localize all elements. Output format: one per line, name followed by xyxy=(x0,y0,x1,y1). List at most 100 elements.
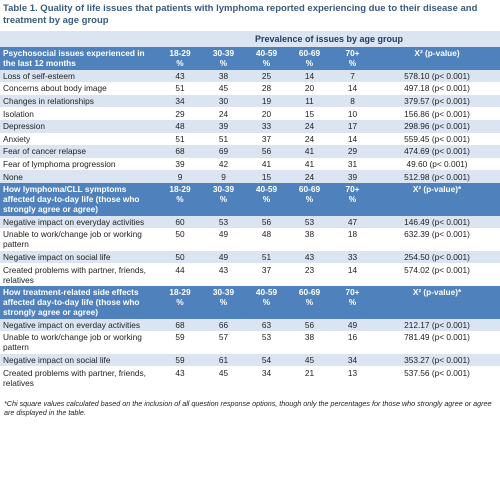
cell-value: 49 xyxy=(202,250,245,264)
column-header-line: 18-29 xyxy=(169,184,191,195)
column-header-line: 70+ xyxy=(345,48,360,59)
row-label: Negative impact on everyday activities xyxy=(0,215,158,229)
column-header-line: 70+ xyxy=(345,184,360,195)
cell-value: 25 xyxy=(245,69,288,83)
column-header-line: % xyxy=(262,297,271,308)
column-header-line: % xyxy=(305,58,314,69)
chi-value: 254.50 (p< 0.001) xyxy=(374,250,500,264)
cell-value: 33 xyxy=(245,119,288,133)
data-row: Negative impact on social life 59 61 54 45 34… xyxy=(0,353,500,367)
row-label: Changes in relationships xyxy=(0,94,158,108)
column-header-line: % xyxy=(219,194,228,205)
row-label: Negative impact on social life xyxy=(0,250,158,264)
cell-value: 49 xyxy=(331,318,374,332)
chi-value: 574.02 (p< 0.001) xyxy=(374,263,500,286)
cell-value: 14 xyxy=(288,69,331,83)
row-label: Created problems with partner, friends, … xyxy=(0,366,158,389)
row-label: Negative impact on everday activities xyxy=(0,318,158,332)
chi-value: 537.56 (p< 0.001) xyxy=(374,366,500,389)
section-label: How lymphoma/CLL symptoms affected day-t… xyxy=(0,182,158,216)
data-row: Isolation 29 24 20 15 10 156.86 (p< 0.001) xyxy=(0,107,500,120)
column-header-line: 18-29 xyxy=(169,287,191,298)
column-header-line: % xyxy=(176,297,184,308)
cell-value: 24 xyxy=(288,132,331,146)
table-title: Table 1. Quality of life issues that pat… xyxy=(3,3,478,26)
chi-value: 353.27 (p< 0.001) xyxy=(374,353,500,367)
cell-value: 18 xyxy=(331,228,374,251)
cell-value: 59 xyxy=(158,331,202,354)
chi-value: 298.96 (p< 0.001) xyxy=(374,119,500,133)
cell-value: 50 xyxy=(158,250,202,264)
row-label: Depression xyxy=(0,119,158,133)
chi-value: 497.18 (p< 0.001) xyxy=(374,82,500,95)
chi-header: X² (p-value)* xyxy=(374,285,500,319)
chi-value: 474.69 (p< 0.001) xyxy=(374,145,500,158)
chi-value: 781.49 (p< 0.001) xyxy=(374,331,500,354)
chi-value: 146.49 (p< 0.001) xyxy=(374,215,500,229)
column-header-line: % xyxy=(262,58,271,69)
cell-value: 31 xyxy=(331,157,374,171)
column-header: 60-69% xyxy=(288,182,331,216)
cell-value: 20 xyxy=(245,107,288,120)
column-header-line: 30-39 xyxy=(212,287,235,298)
cell-value: 68 xyxy=(158,318,202,332)
cell-value: 29 xyxy=(331,145,374,158)
cell-value: 43 xyxy=(158,69,202,83)
group-header-row: Prevalence of issues by age group xyxy=(0,31,500,47)
cell-value: 14 xyxy=(331,263,374,286)
column-header-line: % xyxy=(348,58,357,69)
cell-value: 38 xyxy=(202,69,245,83)
cell-value: 14 xyxy=(331,82,374,95)
column-header: 18-29% xyxy=(158,285,202,319)
chi-header: X² (p-value)* xyxy=(374,182,500,216)
cell-value: 51 xyxy=(158,132,202,146)
column-header-line: 60-69 xyxy=(298,184,321,195)
cell-value: 41 xyxy=(245,157,288,171)
row-label: Concerns about body image xyxy=(0,82,158,95)
column-header: 30-39% xyxy=(202,47,245,70)
data-row: Fear of cancer relapse 68 69 56 41 29 474.69 (… xyxy=(0,145,500,158)
data-row: None 9 9 15 24 39 512.98 (p< 0.001) xyxy=(0,170,500,183)
column-header-line: 40-59 xyxy=(255,287,278,298)
cell-value: 61 xyxy=(202,353,245,367)
cell-value: 38 xyxy=(288,331,331,354)
cell-value: 53 xyxy=(202,215,245,229)
column-header: 18-29% xyxy=(158,182,202,216)
data-row: Negative impact on everday activities 68 6… xyxy=(0,318,500,332)
column-header-line: % xyxy=(348,194,357,205)
cell-value: 33 xyxy=(331,250,374,264)
column-header: 18-29% xyxy=(158,47,202,70)
cell-value: 15 xyxy=(288,107,331,120)
cell-value: 20 xyxy=(288,82,331,95)
table: Prevalence of issues by age group Psycho… xyxy=(0,31,500,389)
cell-value: 48 xyxy=(158,119,202,133)
column-header-line: % xyxy=(305,194,314,205)
column-header-line: % xyxy=(219,58,228,69)
cell-value: 8 xyxy=(331,94,374,108)
cell-value: 16 xyxy=(331,331,374,354)
row-label: Fear of lymphoma progression xyxy=(0,157,158,171)
cell-value: 54 xyxy=(245,353,288,367)
chi-value: 156.86 (p< 0.001) xyxy=(374,107,500,120)
cell-value: 63 xyxy=(245,318,288,332)
column-header: 40-59% xyxy=(245,47,288,70)
cell-value: 53 xyxy=(288,215,331,229)
cell-value: 69 xyxy=(202,145,245,158)
cell-value: 37 xyxy=(245,263,288,286)
chi-value: 512.98 (p< 0.001) xyxy=(374,170,500,183)
chi-value: 379.57 (p< 0.001) xyxy=(374,94,500,108)
cell-value: 45 xyxy=(202,366,245,389)
column-header: 40-59% xyxy=(245,182,288,216)
cell-value: 59 xyxy=(158,353,202,367)
column-header-line: 60-69 xyxy=(298,48,321,59)
cell-value: 13 xyxy=(331,366,374,389)
cell-value: 44 xyxy=(158,263,202,286)
chi-value: 578.10 (p< 0.001) xyxy=(374,69,500,83)
cell-value: 34 xyxy=(245,366,288,389)
cell-value: 39 xyxy=(158,157,202,171)
row-label: Created problems with partner, friends, … xyxy=(0,263,158,286)
cell-value: 17 xyxy=(331,119,374,133)
data-row: Depression 48 39 33 24 17 298.96 (p< 0.001) xyxy=(0,119,500,133)
footnote: *Chi square values calculated based on t… xyxy=(4,398,492,418)
